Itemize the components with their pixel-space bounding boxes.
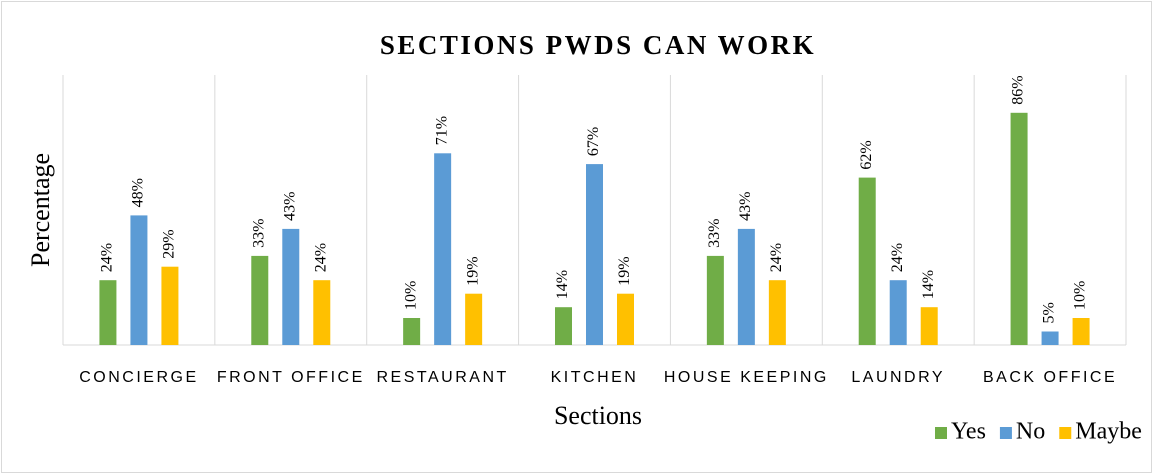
bar	[313, 280, 331, 345]
value-label: 5%	[1041, 302, 1058, 323]
y-axis-label: Percentage	[26, 153, 55, 267]
value-label: 10%	[402, 281, 419, 310]
bar	[99, 280, 117, 345]
value-label: 10%	[1072, 281, 1089, 310]
bar	[434, 153, 452, 345]
bar	[1010, 112, 1028, 345]
value-label: 33%	[250, 219, 267, 248]
value-label: 24%	[889, 243, 906, 272]
bar	[706, 255, 724, 345]
value-label: 62%	[858, 140, 875, 169]
value-label: 71%	[433, 116, 450, 145]
bar	[737, 228, 755, 345]
x-tick-label: RESTAURANT	[377, 369, 509, 386]
value-label: 14%	[920, 270, 937, 299]
bar	[555, 307, 572, 345]
bar	[889, 280, 907, 345]
x-tick-label: HOUSE KEEPING	[664, 369, 829, 386]
legend-label: No	[1016, 419, 1045, 445]
x-axis-label: Sections	[554, 401, 642, 430]
value-label: 19%	[616, 256, 633, 285]
bar	[251, 255, 269, 345]
bar	[1041, 331, 1059, 345]
legend-swatch	[1059, 427, 1072, 439]
chart-title: SECTIONS PWDS CAN WORK	[380, 30, 816, 60]
x-tick-label: CONCIERGE	[79, 369, 198, 386]
value-label: 48%	[130, 178, 147, 207]
x-tick-label: FRONT OFFICE	[217, 369, 365, 386]
value-label: 14%	[554, 270, 571, 299]
value-label: 33%	[706, 219, 723, 248]
value-label: 24%	[768, 243, 785, 272]
bar	[617, 293, 634, 345]
value-label: 67%	[585, 127, 602, 156]
bar	[858, 177, 876, 345]
value-label: 43%	[737, 192, 754, 221]
bar	[1072, 318, 1090, 345]
value-label: 24%	[312, 243, 329, 272]
legend-swatch	[999, 427, 1012, 439]
x-tick-label: KITCHEN	[551, 369, 639, 386]
bar	[586, 164, 603, 345]
bar	[768, 280, 786, 345]
legend-label: Yes	[951, 419, 986, 445]
legend-label: Maybe	[1075, 419, 1142, 445]
bar	[920, 307, 938, 345]
value-label: 86%	[1010, 75, 1027, 104]
x-tick-label: LAUNDRY	[851, 369, 945, 386]
value-label: 24%	[99, 243, 116, 272]
bar	[161, 266, 179, 345]
value-label: 29%	[161, 229, 178, 258]
value-label: 43%	[281, 192, 298, 221]
value-label: 19%	[464, 256, 481, 285]
bar	[465, 293, 483, 345]
bar	[130, 215, 148, 345]
bar	[403, 318, 421, 345]
bar	[282, 228, 300, 345]
x-tick-label: BACK OFFICE	[983, 369, 1117, 386]
legend-swatch	[935, 427, 947, 439]
